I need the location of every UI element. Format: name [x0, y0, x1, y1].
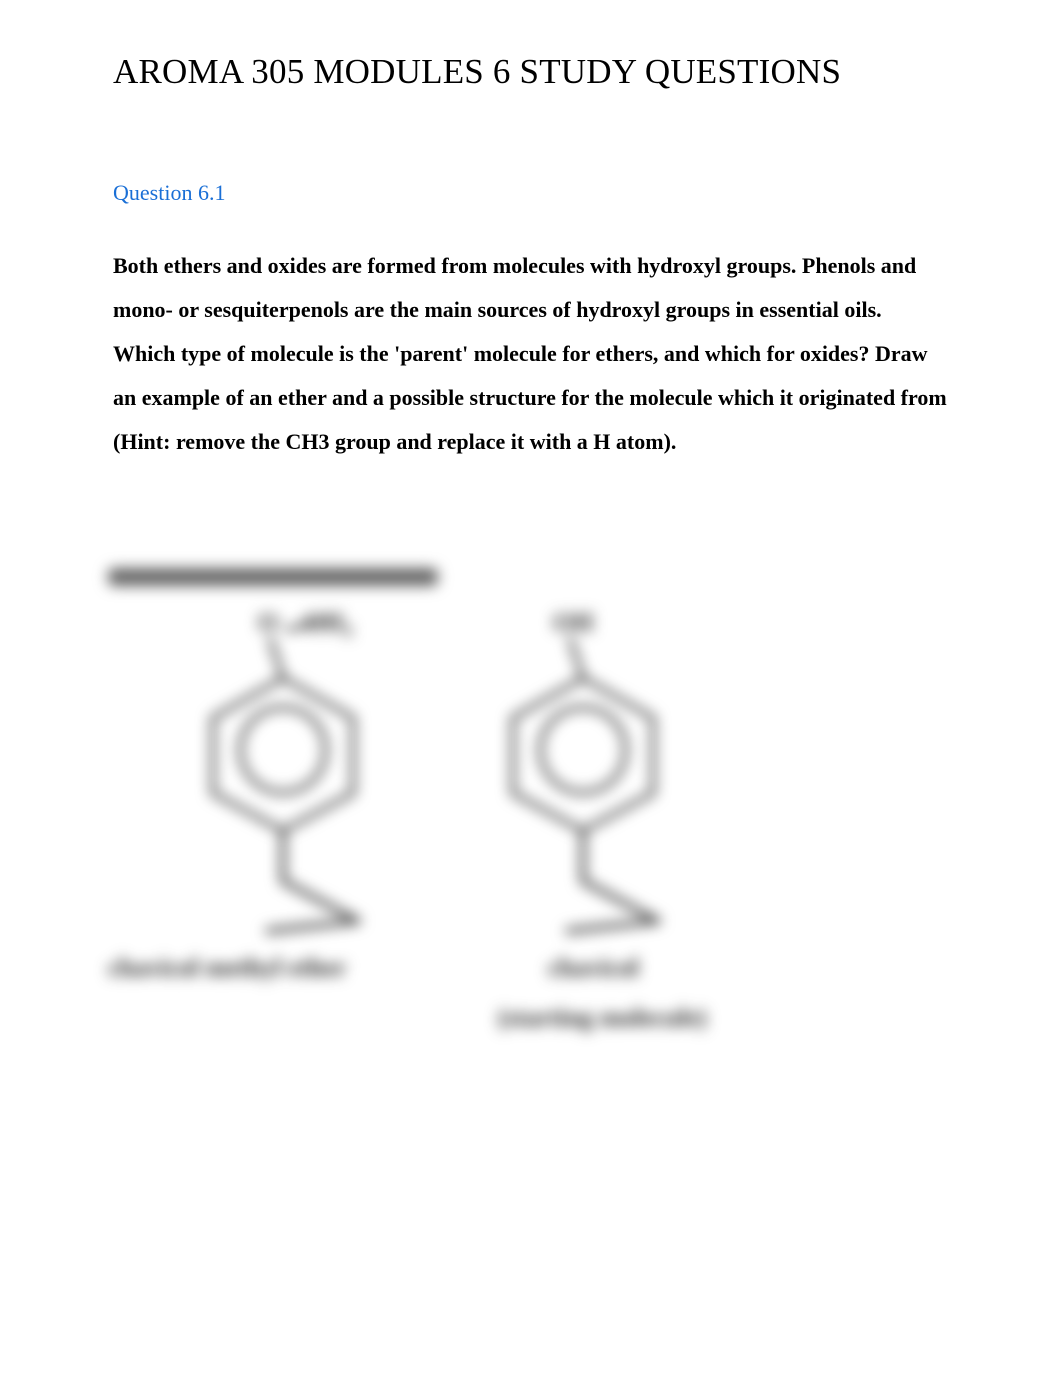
caption-left: chavicol methyl ether	[108, 953, 346, 983]
question-label: Question 6.1	[113, 180, 947, 206]
benzene-ring-right	[508, 673, 658, 823]
page-title: AROMA 305 MODULES 6 STUDY QUESTIONS	[113, 52, 947, 92]
caption-right-1: chavicol	[548, 953, 639, 983]
benzene-ring-left	[208, 673, 358, 823]
question-body: Both ethers and oxides are formed from m…	[113, 244, 947, 464]
caption-right-2: (starting molecule)	[498, 1003, 707, 1033]
chemical-diagram: O CH3 OH	[108, 568, 798, 1048]
obscured-text-line	[108, 568, 438, 586]
